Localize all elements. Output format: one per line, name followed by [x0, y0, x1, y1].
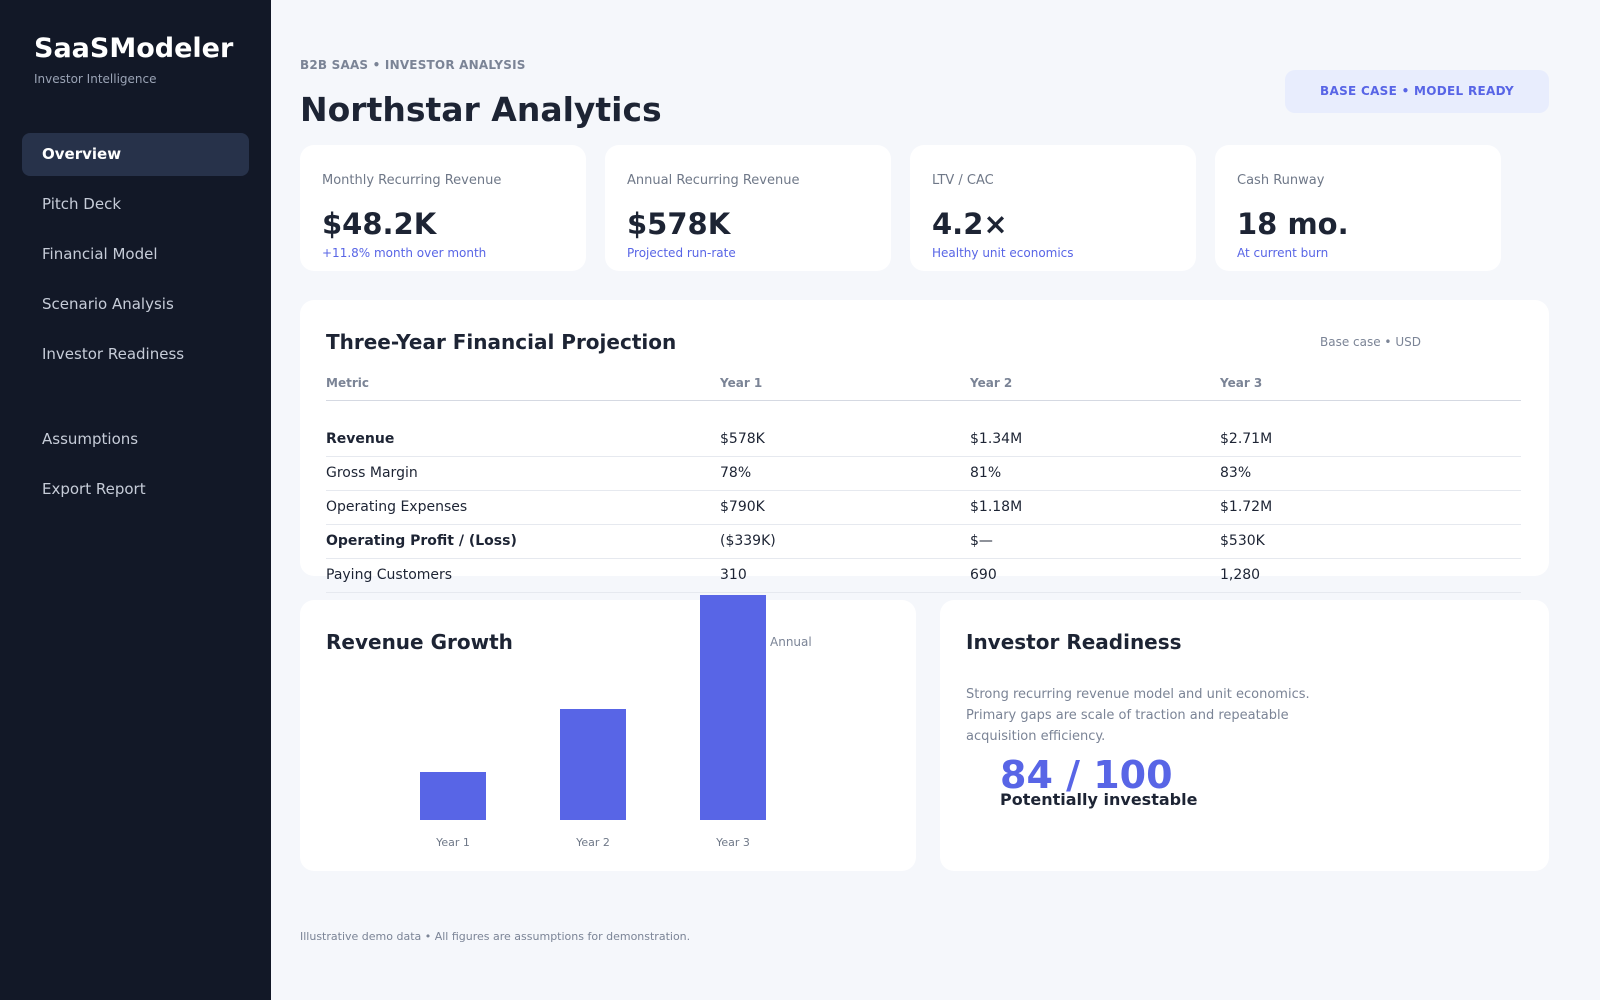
table-row: Paying Customers 310 690 1,280 [326, 559, 1521, 593]
footer-disclaimer: Illustrative demo data • All figures are… [300, 930, 691, 943]
year2-cell: 690 [970, 567, 997, 583]
table-row: Operating Expenses $790K $1.18M $1.72M [326, 491, 1521, 525]
row-divider [326, 558, 1521, 559]
column-header: Year 2 [970, 376, 1013, 390]
metric-cell: Gross Margin [326, 465, 418, 481]
brand-tagline: Investor Intelligence [34, 72, 157, 86]
year3-cell: $1.72M [1220, 499, 1273, 515]
revenue-bar-3 [700, 595, 766, 820]
metric-cell: Revenue [326, 431, 395, 447]
readiness-summary: Strong recurring revenue model and unit … [966, 687, 1310, 744]
year2-cell: $— [970, 533, 993, 549]
kpi-value: 4.2× [932, 207, 1008, 241]
metric-cell: Operating Profit / (Loss) [326, 533, 517, 549]
kpi-label: Monthly Recurring Revenue [322, 173, 502, 188]
kpi-note: Projected run-rate [627, 246, 736, 260]
projection-card [300, 300, 1549, 576]
kpi-card-cash-runway: Cash Runway 18 mo. At current burn [1215, 145, 1501, 271]
kpi-note: Healthy unit economics [932, 246, 1074, 260]
sidebar-item-export-report[interactable]: Export Report [42, 480, 146, 498]
year3-cell: $530K [1220, 533, 1265, 549]
kpi-card-ltv-cac: LTV / CAC 4.2× Healthy unit economics [910, 145, 1196, 271]
row-divider [326, 592, 1521, 593]
row-divider [326, 456, 1521, 457]
year2-cell: 81% [970, 465, 1002, 481]
year3-cell: 83% [1220, 465, 1252, 481]
investor-readiness-title: Investor Readiness [966, 630, 1182, 654]
kpi-label: Cash Runway [1237, 173, 1325, 188]
sidebar-item-investor-readiness[interactable]: Investor Readiness [42, 345, 185, 363]
page-eyebrow: B2B SAAS • INVESTOR ANALYSIS [300, 58, 526, 72]
year3-cell: $2.71M [1220, 431, 1273, 447]
row-divider [326, 490, 1521, 491]
year2-cell: $1.34M [970, 431, 1023, 447]
sidebar: SaaSModeler Investor Intelligence Overvi… [0, 0, 271, 1000]
revenue-bar-2 [560, 709, 626, 820]
year1-cell: 310 [720, 567, 747, 583]
readiness-verdict: Potentially investable [1000, 790, 1198, 809]
kpi-card-arr: Annual Recurring Revenue $578K Projected… [605, 145, 891, 271]
sidebar-item-assumptions[interactable]: Assumptions [42, 430, 139, 448]
column-header: Metric [326, 376, 369, 390]
sidebar-item-scenario-analysis[interactable]: Scenario Analysis [42, 295, 174, 313]
table-row: Operating Profit / (Loss) ($339K) $— $53… [326, 525, 1521, 559]
investor-readiness-card [940, 600, 1549, 871]
bar-category-label: Year 3 [716, 836, 750, 849]
kpi-label: Annual Recurring Revenue [627, 173, 800, 188]
kpi-value: $578K [627, 207, 731, 241]
kpi-card-mrr: Monthly Recurring Revenue $48.2K +11.8% … [300, 145, 586, 271]
kpi-value: $48.2K [322, 207, 437, 241]
revenue-bar-1 [420, 772, 486, 820]
sidebar-item-overview[interactable]: Overview [22, 133, 249, 176]
year1-cell: $578K [720, 431, 765, 447]
metric-cell: Paying Customers [326, 567, 453, 583]
projection-title: Three-Year Financial Projection [326, 330, 677, 354]
sidebar-item-pitch-deck[interactable]: Pitch Deck [42, 195, 121, 213]
readiness-score: 84 / 100 [1000, 753, 1173, 797]
kpi-note: +11.8% month over month [322, 246, 487, 260]
kpi-label: LTV / CAC [932, 173, 994, 188]
kpi-note: At current burn [1237, 246, 1329, 260]
revenue-growth-title: Revenue Growth [326, 630, 513, 654]
year1-cell: $790K [720, 499, 765, 515]
year2-cell: $1.18M [970, 499, 1023, 515]
year1-cell: 78% [720, 465, 752, 481]
column-header: Year 3 [1220, 376, 1263, 390]
sidebar-item-financial-model[interactable]: Financial Model [42, 245, 158, 263]
column-header: Year 1 [720, 376, 763, 390]
brand-title: SaaSModeler [34, 33, 234, 64]
metric-cell: Operating Expenses [326, 499, 468, 515]
table-row: Revenue $578K $1.34M $2.71M [326, 423, 1521, 457]
bar-category-label: Year 2 [576, 836, 610, 849]
year3-cell: 1,280 [1220, 567, 1261, 583]
row-divider [326, 524, 1521, 525]
table-header-divider [326, 400, 1521, 401]
chart-legend-label: Annual [770, 635, 812, 649]
projection-meta: Base case • USD [1320, 335, 1421, 349]
page-title: Northstar Analytics [300, 90, 662, 129]
status-badge: BASE CASE • MODEL READY [1285, 70, 1549, 113]
table-row: Gross Margin 78% 81% 83% [326, 457, 1521, 491]
year1-cell: ($339K) [720, 533, 776, 549]
kpi-value: 18 mo. [1237, 207, 1349, 241]
bar-category-label: Year 1 [436, 836, 470, 849]
